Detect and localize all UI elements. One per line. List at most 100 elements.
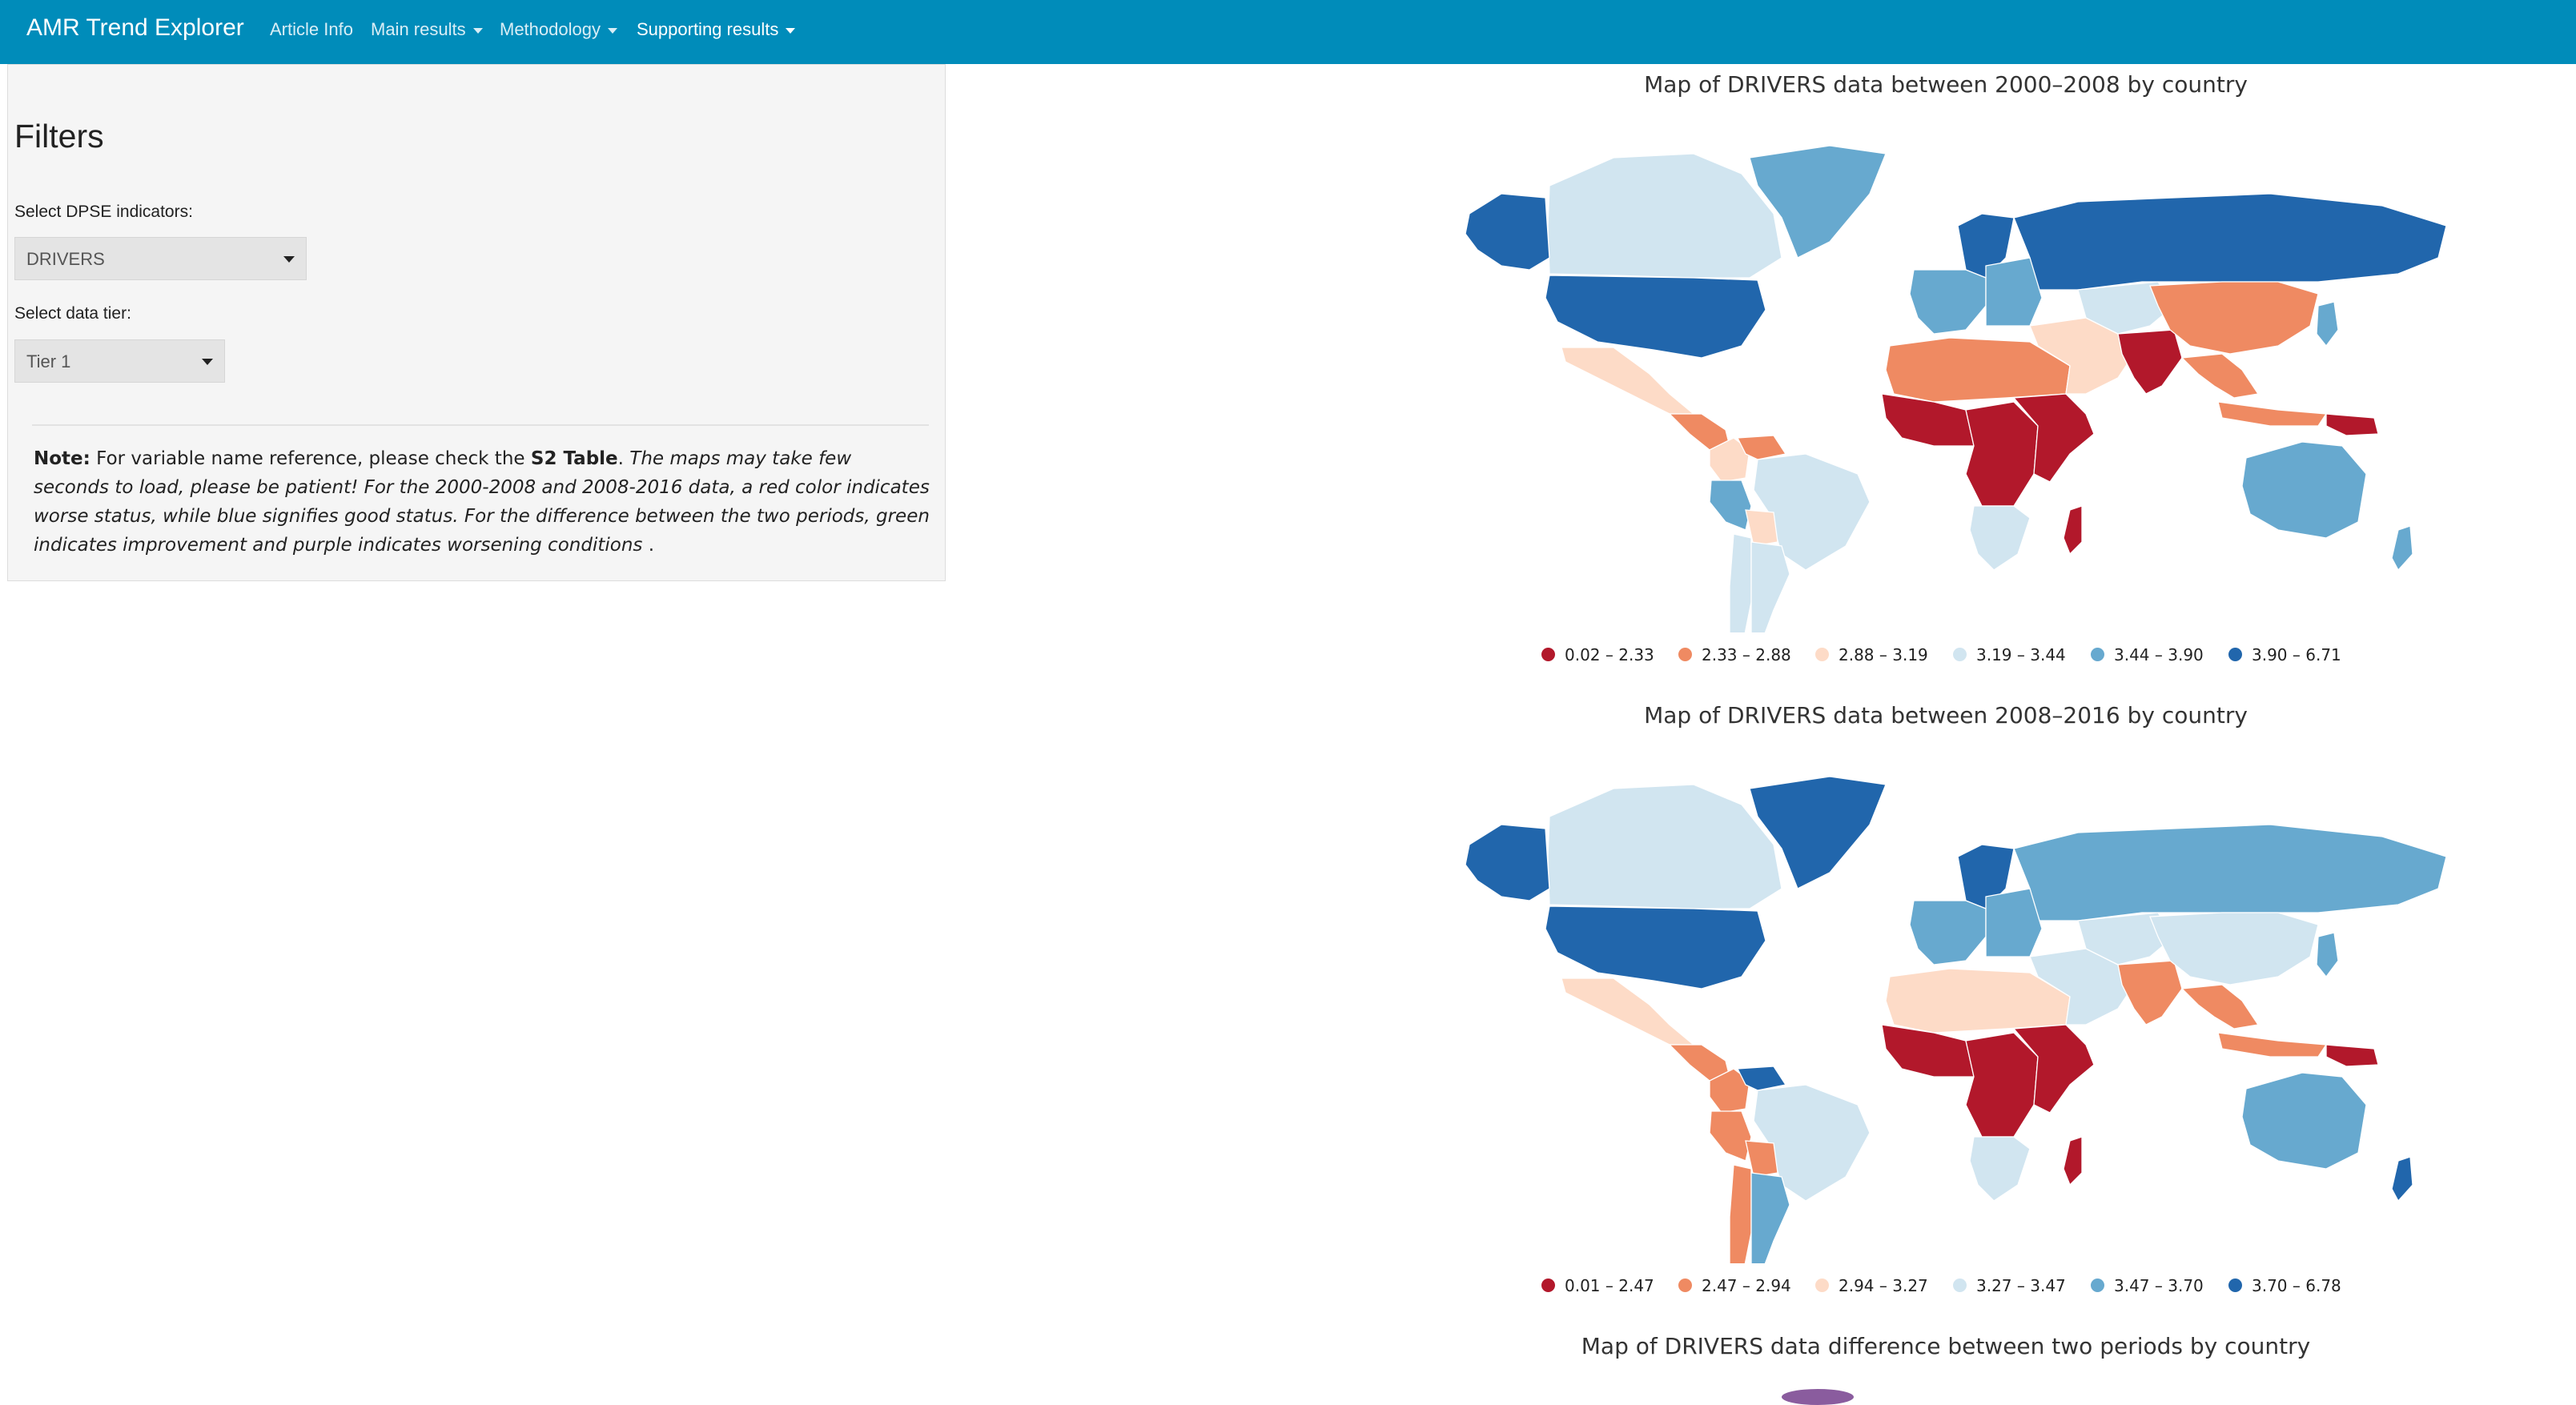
country-region-china[interactable] [2149, 912, 2319, 986]
country-region-canada[interactable] [1547, 153, 1782, 279]
country-region-new-zealand[interactable] [2391, 1156, 2413, 1202]
legend-item[interactable]: 2.88 – 3.19 [1815, 645, 1928, 664]
country-region-eastern-europe[interactable] [1985, 257, 2043, 327]
nav-article-info[interactable]: Article Info [270, 19, 353, 40]
country-region-venezuela[interactable] [1736, 435, 1787, 460]
country-region-south-africa[interactable] [1969, 505, 2031, 571]
country-region-east-africa[interactable] [2012, 1024, 2095, 1114]
country-region-west-africa[interactable] [1881, 393, 1975, 447]
country-region-peru[interactable] [1709, 1110, 1752, 1162]
country-region-colombia[interactable] [1709, 437, 1750, 483]
country-region-central-africa[interactable] [1965, 401, 2039, 507]
country-region-png[interactable] [2325, 1044, 2379, 1067]
country-region-canada[interactable] [1547, 784, 1782, 909]
country-region-madagascar[interactable] [2063, 505, 2083, 556]
nav-supporting-results[interactable]: Supporting results [637, 19, 796, 40]
nav-methodology[interactable]: Methodology [500, 19, 617, 40]
world-map-2000-2008[interactable] [1417, 120, 2474, 632]
country-region-southeast-asia[interactable] [2180, 353, 2260, 399]
country-region-greenland[interactable] [1749, 776, 1887, 889]
country-region-southeast-asia[interactable] [2180, 984, 2260, 1030]
country-region-china[interactable] [2149, 281, 2319, 355]
country-region-australia[interactable] [2241, 441, 2367, 539]
dpse-select[interactable]: DRIVERS [14, 237, 307, 280]
legend-item[interactable]: 3.47 – 3.70 [2091, 1276, 2204, 1295]
country-region-new-zealand[interactable] [2391, 525, 2413, 572]
country-region-central-asia[interactable] [2077, 281, 2175, 335]
map-title-2008-2016: Map of DRIVERS data between 2008–2016 by… [1644, 702, 2248, 729]
app-brand[interactable]: AMR Trend Explorer [26, 14, 244, 41]
country-region-indonesia[interactable] [2217, 1032, 2328, 1058]
country-region-central-asia[interactable] [2077, 912, 2175, 965]
country-region-western-europe[interactable] [1909, 269, 1987, 335]
country-region-argentina[interactable] [1750, 1172, 1790, 1263]
legend-item[interactable]: 2.33 – 2.88 [1678, 645, 1791, 664]
chevron-down-icon [472, 27, 483, 34]
tier-select-value: Tier 1 [26, 351, 71, 371]
map-title-difference: Map of DRIVERS data difference between t… [1581, 1333, 2311, 1359]
country-region-chile[interactable] [1729, 533, 1752, 632]
country-region-india[interactable] [2117, 960, 2183, 1026]
legend-item[interactable]: 3.90 – 6.71 [2228, 645, 2341, 664]
country-region-brazil[interactable] [1753, 453, 1871, 571]
country-region-venezuela[interactable] [1736, 1066, 1787, 1091]
country-region-south-africa[interactable] [1969, 1136, 2031, 1202]
legend-label: 3.70 – 6.78 [2252, 1276, 2341, 1295]
country-region-india[interactable] [2117, 329, 2183, 395]
country-region-mexico[interactable] [1561, 347, 1695, 415]
legend-swatch [1541, 648, 1555, 661]
legend-item[interactable]: 3.19 – 3.44 [1953, 645, 2066, 664]
legend-item[interactable]: 2.47 – 2.94 [1678, 1276, 1791, 1295]
country-region-bolivia[interactable] [1745, 509, 1778, 547]
legend-swatch [1541, 1279, 1555, 1292]
country-region-central-africa[interactable] [1965, 1032, 2039, 1138]
country-region-colombia[interactable] [1709, 1068, 1750, 1114]
top-navbar: AMR Trend Explorer Article Info Main res… [0, 0, 2576, 64]
legend-item[interactable]: 3.27 – 3.47 [1953, 1276, 2066, 1295]
legend-swatch [1678, 1279, 1692, 1292]
legend-item[interactable]: 0.01 – 2.47 [1541, 1276, 1654, 1295]
country-region-east-africa[interactable] [2012, 393, 2095, 483]
country-region-indonesia[interactable] [2217, 401, 2328, 427]
legend-label: 3.90 – 6.71 [2252, 645, 2341, 664]
legend-label: 2.88 – 3.19 [1839, 645, 1928, 664]
country-region-western-europe[interactable] [1909, 900, 1987, 965]
country-region-russia[interactable] [2013, 193, 2447, 291]
legend-label: 2.94 – 3.27 [1839, 1276, 1928, 1295]
chevron-down-icon [786, 27, 796, 34]
country-region-brazil[interactable] [1753, 1084, 1871, 1202]
country-region-russia[interactable] [2013, 824, 2447, 921]
legend-item[interactable]: 0.02 – 2.33 [1541, 645, 1654, 664]
legend-item[interactable]: 2.94 – 3.27 [1815, 1276, 1928, 1295]
country-region-australia[interactable] [2241, 1072, 2367, 1170]
country-region-usa[interactable] [1545, 905, 1766, 990]
s2-table-ref: S2 Table [530, 448, 618, 469]
country-region-usa[interactable] [1545, 275, 1766, 359]
country-region-chile[interactable] [1729, 1164, 1752, 1263]
legend-label: 0.02 – 2.33 [1565, 645, 1654, 664]
country-region-argentina[interactable] [1750, 541, 1790, 632]
note-suffix: . [642, 535, 655, 556]
legend-item[interactable]: 3.44 – 3.90 [2091, 645, 2204, 664]
country-region-eastern-europe[interactable] [1985, 888, 2043, 957]
country-region-png[interactable] [2325, 413, 2379, 436]
country-region-madagascar[interactable] [2063, 1136, 2083, 1186]
nav-article-info-label: Article Info [270, 19, 353, 39]
filters-panel: Filters Select DPSE indicators: DRIVERS … [7, 64, 946, 581]
filters-heading: Filters [14, 118, 104, 155]
country-region-greenland[interactable] [1749, 145, 1887, 259]
nav-main-results[interactable]: Main results [371, 19, 483, 40]
legend-swatch [1815, 1279, 1829, 1292]
country-region-west-africa[interactable] [1881, 1024, 1975, 1078]
country-region-alaska[interactable] [1465, 824, 1550, 901]
world-map-2008-2016[interactable] [1417, 751, 2474, 1263]
country-region-peru[interactable] [1709, 480, 1752, 531]
country-region-mexico[interactable] [1561, 977, 1695, 1046]
country-region-alaska[interactable] [1465, 193, 1550, 271]
legend-item[interactable]: 3.70 – 6.78 [2228, 1276, 2341, 1295]
country-region-bolivia[interactable] [1745, 1140, 1778, 1178]
tier-select[interactable]: Tier 1 [14, 339, 225, 383]
country-region-japan[interactable] [2316, 301, 2339, 347]
country-region-japan[interactable] [2316, 932, 2339, 978]
legend-2000-2008: 0.02 – 2.33 2.33 – 2.88 2.88 – 3.19 3.19 – … [1541, 645, 2422, 669]
